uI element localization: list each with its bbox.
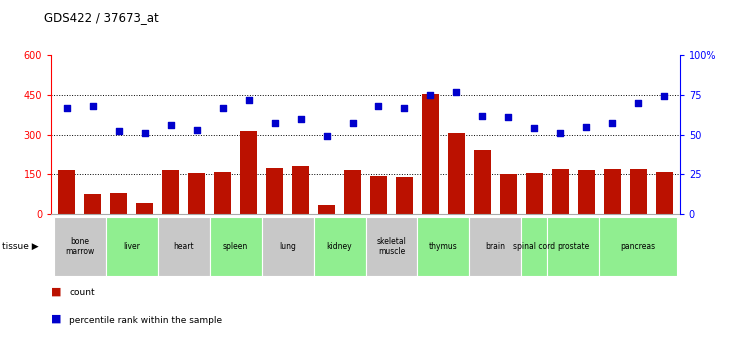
Point [321,134,333,139]
Point [659,94,670,99]
Bar [599,217,677,276]
Bar [106,217,158,276]
Bar [214,171,231,214]
Bar [188,173,205,214]
Bar [158,217,210,276]
Point [113,129,124,134]
Bar [521,217,548,276]
Bar [58,170,75,214]
Bar [448,133,465,214]
Bar [370,176,387,214]
Point [269,121,281,126]
Bar [526,173,543,214]
Text: lung: lung [279,242,296,251]
Bar [210,217,262,276]
Point [580,124,592,129]
Bar [292,166,309,214]
Bar [344,170,361,214]
Bar [630,169,647,214]
Bar [262,217,314,276]
Text: spleen: spleen [223,242,249,251]
Bar [469,217,521,276]
Bar [366,217,417,276]
Text: ■: ■ [51,286,61,296]
Text: brain: brain [485,242,505,251]
Text: liver: liver [124,242,140,251]
Bar [578,170,595,214]
Text: GDS422 / 37673_at: GDS422 / 37673_at [44,11,159,24]
Text: kidney: kidney [327,242,352,251]
Text: tissue ▶: tissue ▶ [2,242,39,251]
Point [398,105,410,110]
Bar [54,217,106,276]
Point [555,130,567,136]
Bar [314,217,366,276]
Point [607,121,618,126]
Bar [318,205,335,214]
Point [502,114,514,120]
Point [139,130,151,136]
Bar [396,177,413,214]
Point [87,103,99,109]
Text: pancreas: pancreas [621,242,656,251]
Bar [84,194,101,214]
Text: bone
marrow: bone marrow [65,237,94,256]
Text: thymus: thymus [429,242,458,251]
Bar [266,168,283,214]
Point [529,126,540,131]
Text: percentile rank within the sample: percentile rank within the sample [69,316,222,325]
Text: ■: ■ [51,314,61,324]
Bar [240,130,257,214]
Bar [110,193,127,214]
Point [295,116,306,121]
Text: heart: heart [173,242,194,251]
Point [373,103,385,109]
Text: prostate: prostate [557,242,589,251]
Text: count: count [69,288,95,297]
Bar [552,169,569,214]
Point [243,97,254,102]
Point [425,92,436,98]
Bar [604,169,621,214]
Point [477,113,488,118]
Point [346,121,358,126]
Point [164,122,176,128]
Point [450,89,462,95]
Point [61,105,72,110]
Text: skeletal
muscle: skeletal muscle [376,237,406,256]
Text: spinal cord: spinal cord [513,242,556,251]
Bar [548,217,599,276]
Point [632,100,644,106]
Bar [656,171,673,214]
Bar [136,203,153,214]
Bar [474,150,491,214]
Bar [417,217,469,276]
Bar [162,170,179,214]
Bar [422,93,439,214]
Point [217,105,229,110]
Point [191,127,202,132]
Bar [500,174,517,214]
